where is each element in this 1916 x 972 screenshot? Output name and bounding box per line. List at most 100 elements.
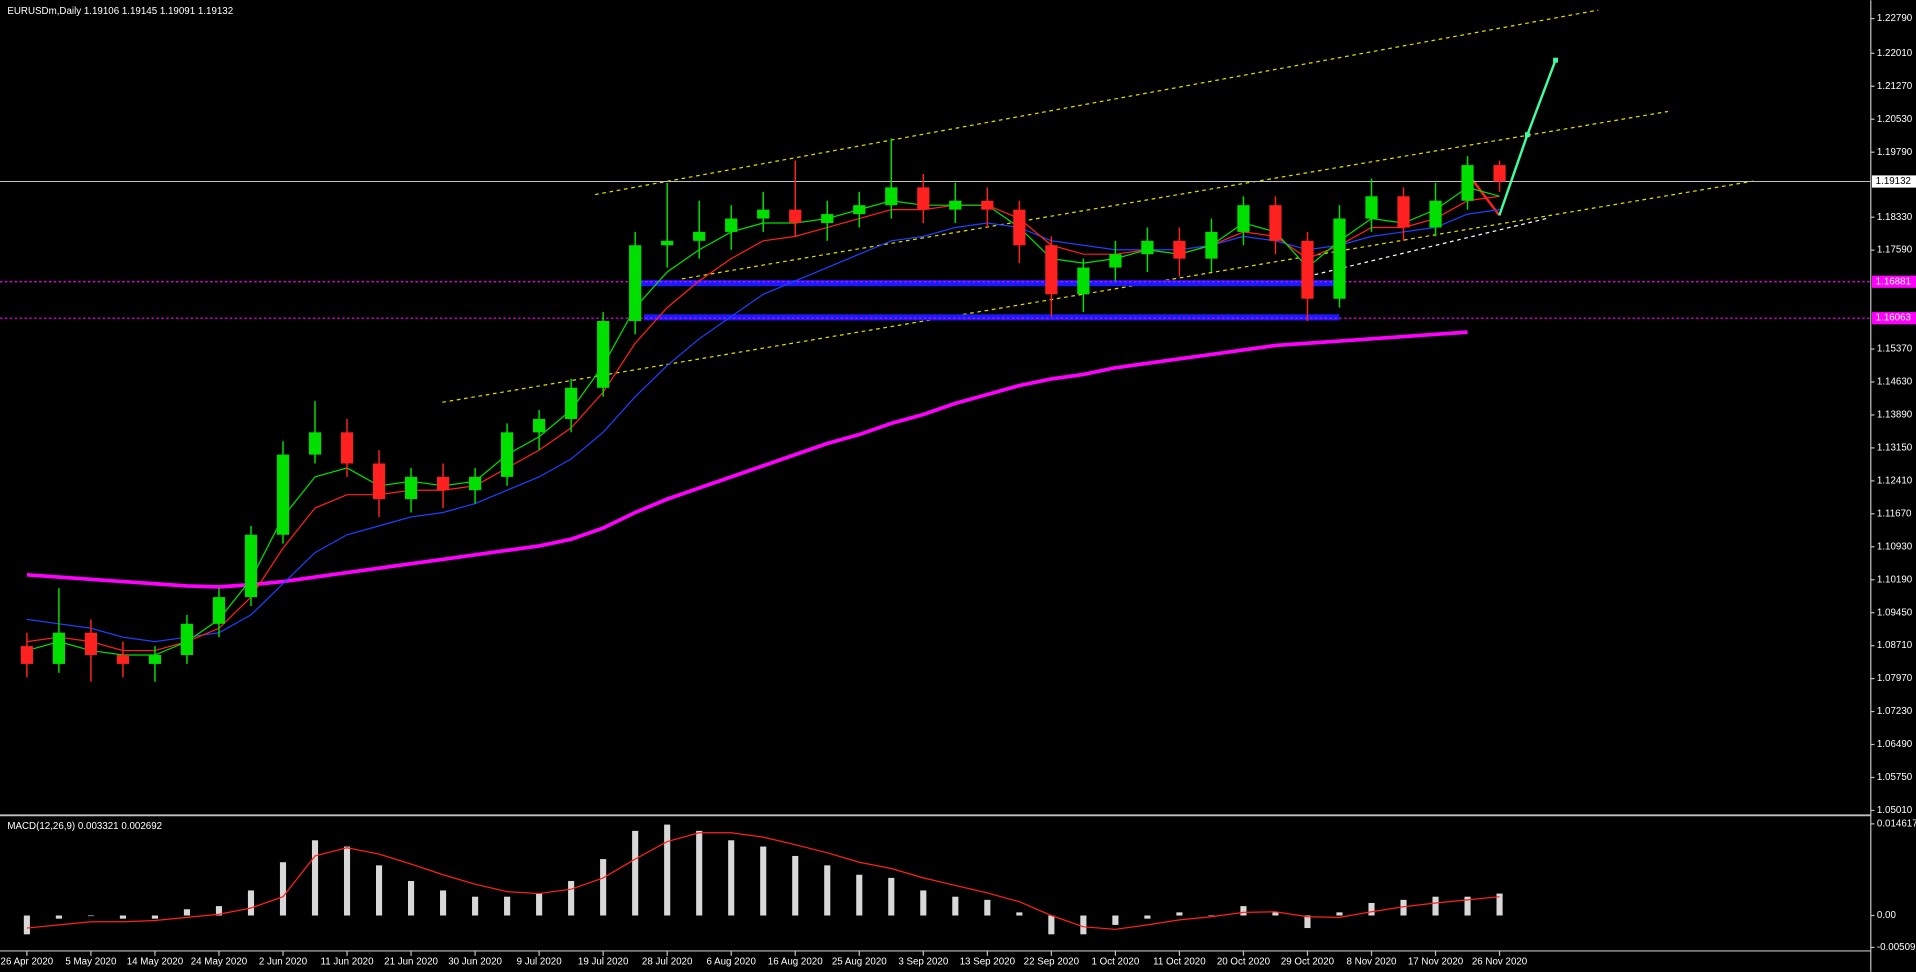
drawings (442, 9, 1754, 403)
macd-bar (311, 840, 319, 916)
candle-body (1173, 240, 1186, 259)
candle-body (340, 432, 354, 464)
level-tag (1872, 312, 1916, 325)
macd-bar (568, 881, 575, 916)
candle-body (917, 187, 930, 210)
level-tag (1872, 275, 1916, 288)
candle-body (725, 218, 738, 232)
support-zone (643, 314, 1340, 321)
macd-bar (1176, 912, 1183, 916)
y-tick-label: 1.22010 (1877, 48, 1913, 59)
y-tick-label: 1.05750 (1877, 772, 1913, 783)
macd-bar (728, 840, 735, 916)
support-zone (635, 280, 1340, 287)
candle-body (180, 623, 194, 656)
macd-bar (632, 830, 639, 916)
candle-body (533, 418, 546, 433)
candle-body (853, 205, 866, 215)
macd-bar (1144, 915, 1151, 919)
candle-body (949, 200, 962, 210)
candle-body (244, 534, 258, 598)
candle-body (1269, 205, 1282, 241)
macd-bar (1400, 899, 1407, 916)
level-tag-label: 1.16881 (1876, 276, 1911, 287)
y-tick-label: 1.09450 (1877, 607, 1913, 618)
y-tick-label: 1.19790 (1877, 147, 1913, 158)
macd-bar (952, 896, 959, 916)
y-tick-label: 1.22790 (1877, 13, 1913, 24)
x-tick-label: 14 May 2020 (127, 957, 184, 968)
candle-body (500, 432, 514, 477)
price-tag-label: 1.19132 (1876, 176, 1911, 187)
y-tick-label: 1.07970 (1877, 673, 1913, 684)
x-tick-label: 13 Sep 2020 (960, 957, 1016, 968)
y-tick-label: 1.05010 (1877, 805, 1913, 816)
y-tick-label: 1.07230 (1877, 706, 1913, 717)
macd-bar (343, 846, 351, 916)
macd-bar (856, 874, 863, 916)
macd-bar (1016, 912, 1023, 916)
macd-bar (1432, 896, 1439, 916)
x-tick-label: 2 Jun 2020 (259, 957, 308, 968)
candle-body (52, 632, 66, 664)
macd-bar (1112, 915, 1119, 925)
candle-body (661, 240, 674, 246)
macd-bar (1048, 915, 1055, 935)
macd-bar (504, 896, 511, 916)
x-tick-label: 20 Oct 2020 (1217, 957, 1271, 968)
x-tick-label: 16 Aug 2020 (768, 957, 823, 968)
channel-line (681, 110, 1669, 280)
y-tick-label: 1.13890 (1877, 410, 1913, 421)
x-tick-label: 9 Jul 2020 (517, 957, 563, 968)
macd-bar (824, 865, 831, 916)
macd-bar (1336, 912, 1343, 916)
macd-bar (1240, 906, 1247, 916)
channel-line (594, 9, 1599, 196)
trend-line (1307, 217, 1550, 278)
y-tick-label: 1.21270 (1877, 81, 1913, 92)
candle-body (1333, 218, 1346, 299)
x-tick-label: 17 Nov 2020 (1408, 957, 1464, 968)
y-tick-label: 1.08710 (1877, 640, 1913, 651)
macd-bar (151, 915, 158, 919)
x-tick-label: 3 Sep 2020 (898, 957, 949, 968)
candle-body (372, 463, 386, 500)
candle-body (84, 632, 98, 656)
x-tick-label: 1 Oct 2020 (1091, 957, 1139, 968)
y-tick-label: 1.15370 (1877, 344, 1913, 355)
candle-body (436, 476, 450, 491)
candle-body (1045, 245, 1058, 295)
candle-body (1493, 165, 1506, 182)
y-tick-label: 1.11670 (1877, 508, 1912, 519)
candle-body (1301, 240, 1314, 299)
y-tick-label: -0.00509 (1877, 942, 1916, 953)
x-tick-label: 21 Jun 2020 (384, 957, 438, 968)
macd-bar (1272, 912, 1279, 916)
candle-body (885, 187, 898, 206)
macd-bar (1368, 902, 1375, 916)
x-tick-label: 19 Jul 2020 (578, 957, 629, 968)
macd-bar (1464, 896, 1471, 916)
macd-bar (279, 862, 287, 916)
candle-body (468, 476, 482, 491)
candle-body (629, 245, 642, 321)
projection-node (1524, 132, 1530, 138)
x-tick-label: 25 Aug 2020 (832, 957, 887, 968)
candle-body (276, 454, 290, 535)
y-tick-label: 1.18330 (1877, 212, 1913, 223)
y-tick-label: 0.014617 (1877, 818, 1916, 829)
candle-body (404, 476, 418, 500)
macd-bar (888, 877, 895, 916)
y-tick-label: 1.13150 (1877, 442, 1913, 453)
candle-body (1013, 209, 1026, 246)
y-tick-label: 0.00 (1877, 910, 1897, 921)
candle-body (1141, 240, 1154, 255)
candle-body (789, 209, 802, 224)
macd-bar (1304, 915, 1311, 929)
macd-bar (472, 896, 479, 916)
macd-bar (119, 915, 126, 919)
candle-body (1077, 267, 1090, 295)
macd-bar (920, 890, 927, 916)
x-tick-label: 6 Aug 2020 (706, 957, 756, 968)
